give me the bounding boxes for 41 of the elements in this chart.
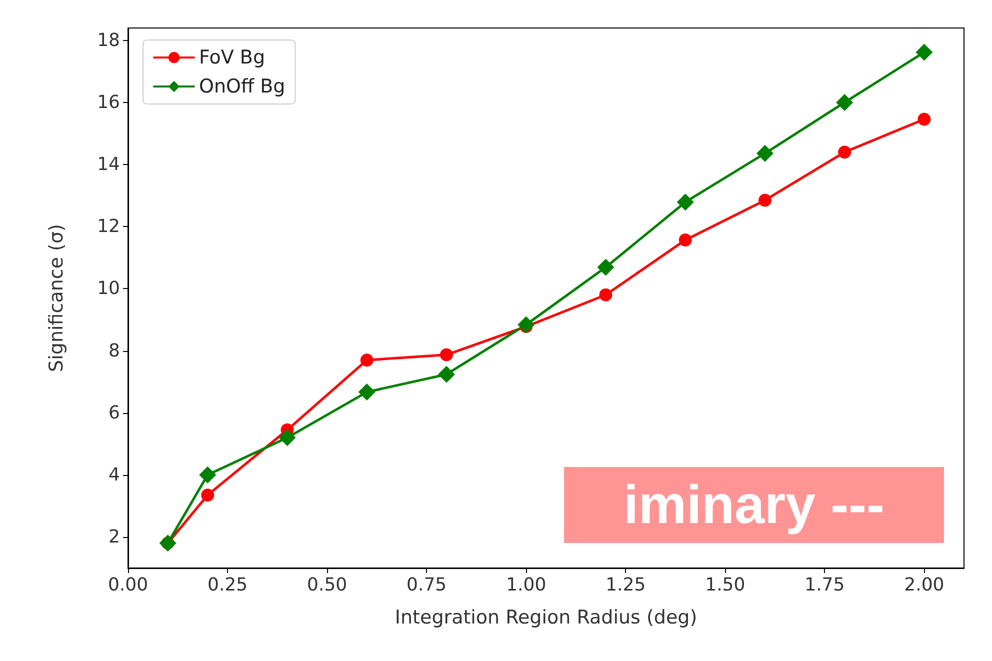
x-tick-label: 1.00 bbox=[506, 574, 546, 596]
point bbox=[676, 194, 694, 211]
point bbox=[438, 366, 455, 383]
y-axis-title: Significance (σ) bbox=[46, 224, 68, 372]
x-tick-label: 0.75 bbox=[406, 574, 447, 596]
y-tick-label: 8 bbox=[108, 340, 120, 362]
x-tick-label: 0.00 bbox=[108, 574, 148, 596]
point bbox=[518, 316, 535, 334]
point bbox=[918, 112, 931, 126]
point bbox=[838, 146, 852, 159]
y-tick-label: 2 bbox=[108, 526, 120, 548]
point bbox=[201, 488, 214, 502]
y-tick-label: 4 bbox=[108, 464, 120, 486]
point bbox=[597, 258, 614, 276]
legend-label: FoV Bg bbox=[199, 46, 266, 68]
x-tick-label: 1.75 bbox=[804, 574, 845, 596]
x-axis-title: Integration Region Radius (deg) bbox=[394, 606, 698, 628]
y-tick-label: 14 bbox=[97, 154, 120, 176]
annotation: iminary --- bbox=[623, 475, 885, 535]
point bbox=[678, 233, 692, 246]
y-tick-label: 12 bbox=[97, 216, 120, 238]
legend-label: OnOff Bg bbox=[199, 76, 286, 98]
x-tick-label: 2.00 bbox=[904, 574, 944, 596]
y-tick-label: 18 bbox=[97, 30, 120, 51]
y-tick-label: 10 bbox=[97, 278, 120, 300]
point bbox=[756, 144, 774, 162]
point bbox=[360, 354, 374, 367]
point bbox=[836, 94, 854, 111]
x-tick-label: 0.25 bbox=[207, 574, 248, 596]
y-tick-label: 6 bbox=[108, 402, 120, 424]
x-tick-label: 0.50 bbox=[307, 574, 348, 596]
point bbox=[758, 194, 772, 207]
point bbox=[599, 288, 612, 302]
point bbox=[358, 384, 376, 401]
y-tick-label: 16 bbox=[97, 92, 120, 113]
point bbox=[916, 44, 933, 61]
x-tick-label: 1.25 bbox=[606, 574, 646, 596]
point bbox=[199, 466, 216, 484]
point bbox=[440, 348, 453, 362]
point bbox=[278, 429, 296, 446]
x-tick-label: 1.50 bbox=[705, 574, 746, 596]
